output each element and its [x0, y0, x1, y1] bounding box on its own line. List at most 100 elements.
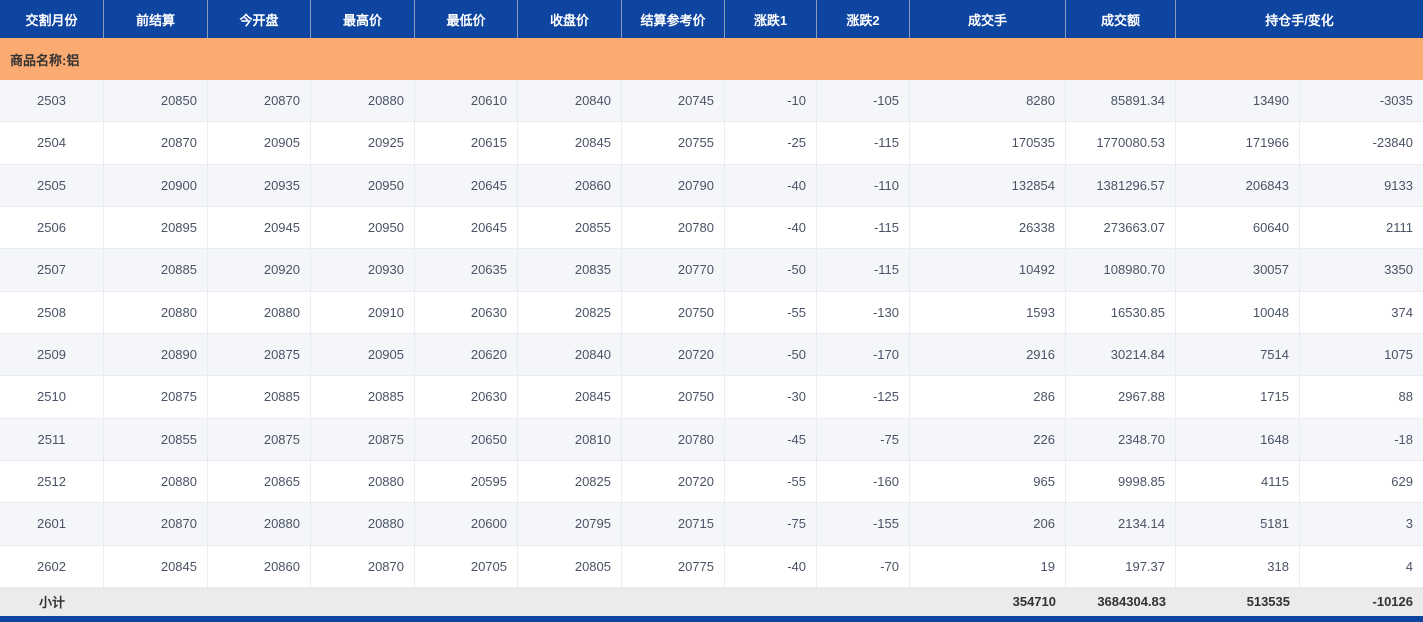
table-cell: 20865 [208, 460, 311, 503]
table-cell: 2111 [1386, 220, 1413, 236]
table-cell: -170 [817, 333, 910, 376]
table-cell: 4115 [1176, 460, 1300, 503]
table-row: 2506 20895 20945 20950 20645 20855 20780 -40 -11… [0, 206, 1423, 250]
delivery-month-cell: 2506 [0, 206, 104, 249]
table-cell: 226 [910, 418, 1066, 460]
table-cell: 20845 [104, 545, 208, 587]
table-row: 2511 20855 20875 20875 20650 20810 20780 -45 -75… [0, 418, 1423, 461]
table-cell: -155 [817, 503, 910, 545]
table-cell: 20870 [104, 503, 208, 545]
table-cell: 20705 [415, 545, 518, 587]
table-cell: 20880 [311, 460, 415, 503]
table-row: 2507 20885 20920 20930 20635 20835 20770 -50 -11… [0, 249, 1423, 292]
table-cell: 20745 [622, 80, 725, 122]
table-cell: 20600 [415, 503, 518, 545]
subtotal-cell: 3684304.83 [1097, 594, 1166, 610]
table-cell: -50 [725, 333, 817, 376]
table-cell: 16530.85 [1066, 291, 1176, 333]
table-cell: 20875 [104, 376, 208, 418]
table-cell: -40 [725, 164, 817, 206]
subtotal-label: 小计 [38, 595, 65, 611]
table-cell: 20805 [518, 545, 622, 587]
subtotal-cell [104, 588, 208, 616]
table-cell: 2967.88 [1066, 376, 1176, 418]
table-cell: 9133 [1384, 177, 1413, 193]
table-cell: 5181 [1176, 503, 1300, 545]
table-cell: 20855 [104, 418, 208, 460]
table-cell: -40 [725, 545, 817, 587]
table-cell: 20595 [415, 460, 518, 503]
table-cell: 206 [910, 503, 1066, 545]
table-cell: 20845 [518, 122, 622, 164]
table-cell: -40 [725, 206, 817, 249]
delivery-month-cell: 2504 [0, 122, 104, 164]
table-cell: 20645 [415, 206, 518, 249]
table-cell: 20630 [415, 291, 518, 333]
table-header: 交割月份 前结算 今开盘 最高价 最低价 收盘价 结算参考价 涨跌1 涨跌2 成交手 成交额 持仓手/… [0, 0, 1423, 38]
table-cell: 30214.84 [1066, 333, 1176, 376]
table-cell: 20630 [415, 376, 518, 418]
subtotal-cell [622, 588, 725, 616]
table-cell: 20610 [415, 80, 518, 122]
table-cell: 3 [1405, 516, 1413, 532]
table-cell: 88 [1398, 389, 1413, 405]
column-header: 成交手 [910, 0, 1066, 38]
table-cell: 30057 [1176, 249, 1300, 291]
table-cell: 20840 [518, 80, 622, 122]
table-cell: 108980.70 [1066, 249, 1176, 291]
table-cell: 20920 [208, 249, 311, 291]
subtotal-cell [311, 588, 415, 616]
table-cell: 10048 [1176, 291, 1300, 333]
table-cell: 965 [910, 460, 1066, 503]
table-cell: 286 [910, 376, 1066, 418]
table-cell: 7514 [1176, 333, 1300, 376]
table-cell: 20775 [622, 545, 725, 587]
subtotal-cell [518, 588, 622, 616]
table-cell: -70 [817, 545, 910, 587]
table-cell: 20635 [415, 249, 518, 291]
table-cell: 10492 [910, 249, 1066, 291]
table-cell: 8280 [910, 80, 1066, 122]
table-cell: 20825 [518, 291, 622, 333]
table-cell: 20935 [208, 164, 311, 206]
table-cell: -75 [817, 418, 910, 460]
table-cell: 20720 [622, 333, 725, 376]
table-cell: 3350 [1384, 262, 1413, 278]
table-cell: -115 [817, 249, 910, 291]
table-cell: 20875 [311, 418, 415, 460]
table-cell: 20720 [622, 460, 725, 503]
table-cell: 60640 [1176, 206, 1300, 249]
table-cell: 629 [1391, 474, 1413, 490]
table-cell: 85891.34 [1066, 80, 1176, 122]
table-cell: -130 [817, 291, 910, 333]
table-cell: -55 [725, 291, 817, 333]
table-cell: 20715 [622, 503, 725, 545]
table-row: 2512 20880 20865 20880 20595 20825 20720 -55 -16… [0, 460, 1423, 504]
delivery-month-cell: 2511 [0, 418, 104, 460]
table-cell: 20780 [622, 418, 725, 460]
table-cell: 20895 [104, 206, 208, 249]
column-header: 收盘价 [518, 0, 622, 38]
table-cell: 20825 [518, 460, 622, 503]
table-cell: -115 [817, 122, 910, 164]
table-cell: 20855 [518, 206, 622, 249]
table-cell: 20885 [311, 376, 415, 418]
table-cell: 20870 [311, 545, 415, 587]
table-cell: 20810 [518, 418, 622, 460]
subtotal-cell: -10126 [1372, 594, 1413, 610]
column-header: 成交额 [1066, 0, 1176, 38]
table-cell: 20880 [311, 80, 415, 122]
table-cell: 20835 [518, 249, 622, 291]
table-cell: 20845 [518, 376, 622, 418]
table-row: 2505 20900 20935 20950 20645 20860 20790 -40 -11… [0, 164, 1423, 207]
table-cell: -3035 [1379, 93, 1413, 109]
table-cell: -25 [725, 122, 817, 164]
column-header: 最高价 [311, 0, 415, 38]
subtotal-cell [725, 588, 817, 616]
table-cell: 20885 [208, 376, 311, 418]
table-cell: 20875 [208, 418, 311, 460]
delivery-month-cell: 2512 [0, 460, 104, 503]
table-cell: 132854 [910, 164, 1066, 206]
column-header: 涨跌1 [725, 0, 817, 38]
subtotal-row: 小计 354710 3684304.83 513535 -10126 [0, 587, 1423, 616]
